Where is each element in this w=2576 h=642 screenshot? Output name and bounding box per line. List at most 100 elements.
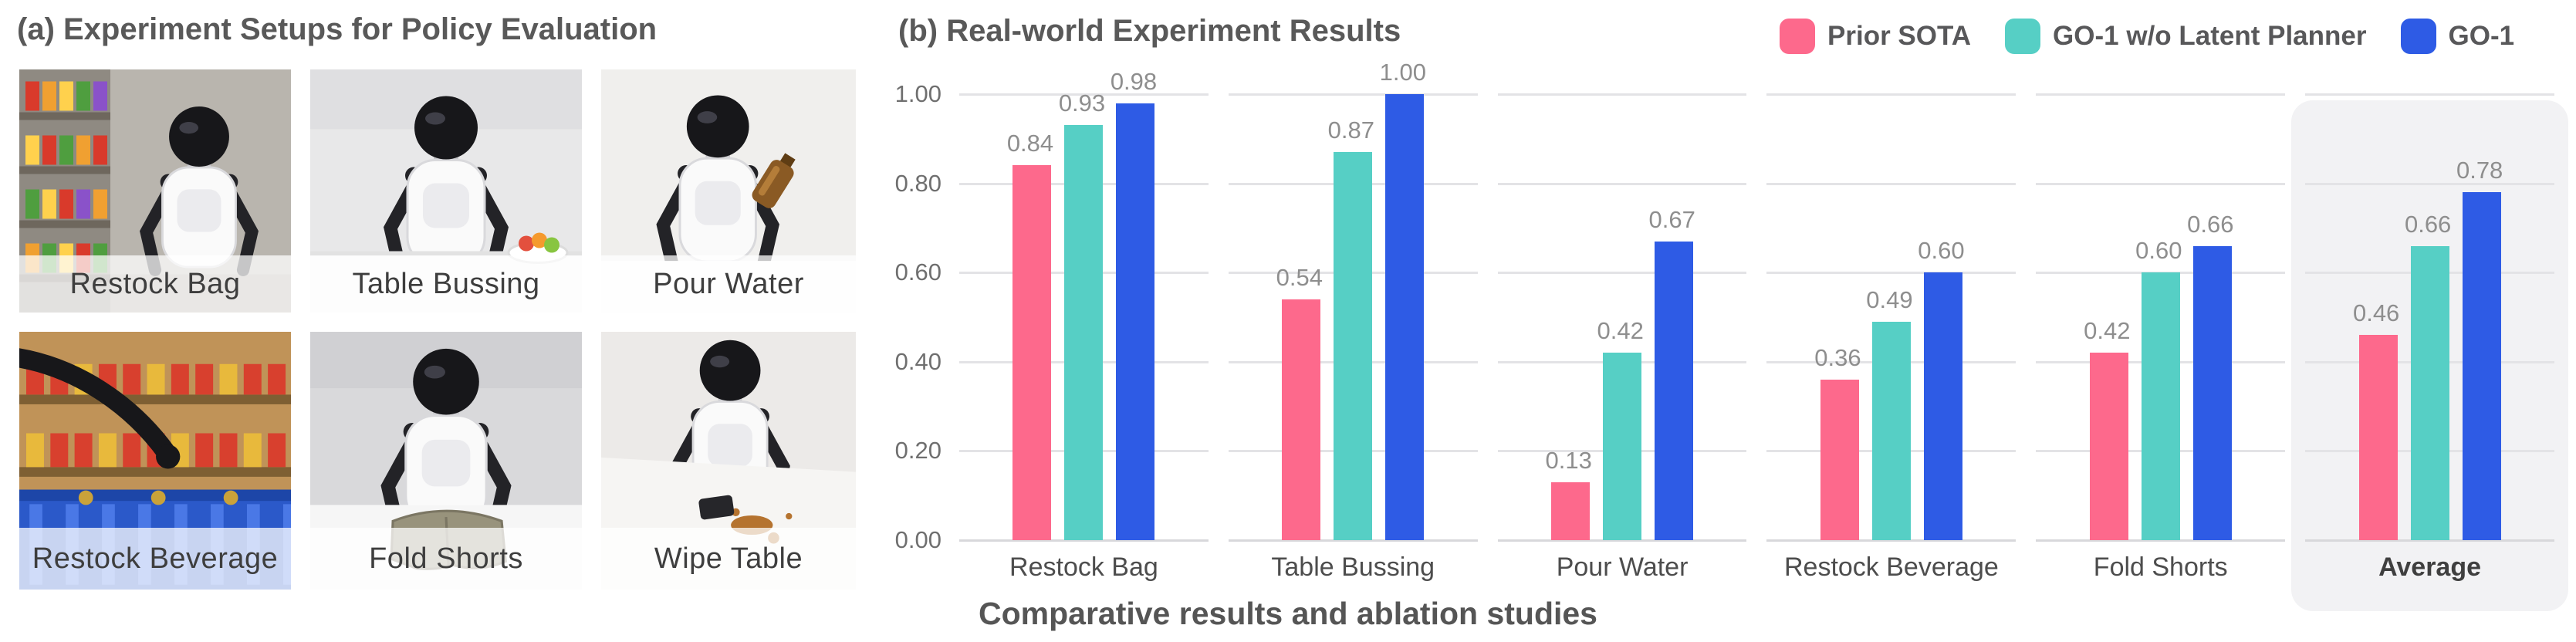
legend-label-go1: GO-1	[2448, 21, 2515, 51]
bar-go-1-w-o-latent-planner-restock-bag: 0.93	[1059, 90, 1105, 540]
legend-swatch-go1-wo-latent-planner	[2005, 19, 2041, 54]
bar-go-1-restock-bag: 0.98	[1111, 68, 1157, 540]
bar-value-label: 0.54	[1276, 263, 1323, 291]
gridline	[2305, 93, 2554, 96]
bar-prior-sota-fold-shorts: 0.42	[2084, 317, 2130, 540]
bar-prior-sota-table-bussing: 0.54	[1276, 264, 1323, 540]
gridline	[1766, 93, 2017, 96]
gridline	[1497, 182, 1747, 185]
bar-go-1-w-o-latent-planner-fold-shorts: 0.60	[2135, 237, 2182, 540]
photo-wipe-table: Wipe Table	[601, 332, 856, 590]
bar-prior-sota-average: 0.46	[2353, 299, 2399, 540]
y-tick-0.20: 0.20	[894, 437, 941, 465]
bar-go-1-pour-water: 0.67	[1648, 206, 1695, 540]
chart-panel-table-bussing: 0.54 0.87 1.00 Table Bussing	[1228, 59, 1478, 582]
photo-fold-shorts: Fold Shorts	[310, 332, 582, 590]
legend-label-go1-wo-latent-planner: GO-1 w/o Latent Planner	[2053, 21, 2367, 51]
figure-caption: Comparative results and ablation studies	[979, 596, 1597, 631]
gridline	[1766, 272, 2017, 275]
chart-plot-area: 0.84 0.93 0.98 Restock Bag 0.54 0.87 1.00 Table…	[959, 59, 2568, 611]
chart-panel-restock-bag: 0.84 0.93 0.98 Restock Bag	[959, 68, 1209, 582]
bar-value-label: 0.98	[1110, 67, 1158, 95]
bar-value-label: 0.60	[2135, 237, 2182, 265]
bar-prior-sota-pour-water: 0.13	[1545, 447, 1592, 540]
legend-label-prior-sota: Prior SOTA	[1827, 21, 1972, 51]
bar-value-label: 0.42	[1597, 317, 1644, 345]
axis-baseline	[2305, 539, 2554, 542]
bar-group-table-bussing: 0.54 0.87 1.00	[1229, 59, 1478, 540]
panel-a-title: (a) Experiment Setups for Policy Evaluat…	[17, 12, 658, 46]
bar-value-label: 0.46	[2352, 299, 2400, 327]
bar-value-label: 0.66	[2404, 210, 2452, 238]
photo-pour-water: Pour Water	[601, 69, 856, 313]
x-category-label-restock-beverage: Restock Beverage	[1783, 552, 1999, 582]
legend-swatch-prior-sota	[1780, 19, 1815, 54]
bar-group-pour-water: 0.13 0.42 0.67	[1498, 94, 1747, 540]
y-tick-1.00: 1.00	[894, 80, 941, 107]
bar-group-restock-bag: 0.84 0.93 0.98	[959, 68, 1209, 540]
chart-legend: Prior SOTA GO-1 w/o Latent Planner GO-1	[1780, 19, 2514, 54]
gridline	[2036, 182, 2286, 185]
x-category-label-table-bussing: Table Bussing	[1271, 552, 1435, 582]
bar-prior-sota-restock-beverage: 0.36	[1814, 344, 1861, 540]
gridline	[1497, 272, 1747, 275]
axis-baseline	[1497, 539, 1747, 542]
photo-table-bussing: Table Bussing	[310, 69, 582, 313]
y-tick-0.00: 0.00	[894, 526, 941, 553]
gridline	[1228, 93, 1478, 96]
bar-value-label: 0.36	[1814, 343, 1861, 371]
x-category-label-fold-shorts: Fold Shorts	[2093, 552, 2228, 582]
photo-label: Fold Shorts	[310, 528, 582, 590]
bar-group-fold-shorts: 0.42 0.60 0.66	[2036, 94, 2285, 540]
bar-value-label: 0.60	[1918, 237, 1965, 265]
bar-value-label: 0.49	[1866, 286, 1913, 313]
bar-value-label: 1.00	[1379, 59, 1426, 86]
chart-panel-restock-beverage: 0.36 0.49 0.60 Restock Beverage	[1766, 93, 2017, 582]
bar-go-1-average: 0.78	[2456, 157, 2503, 540]
chart-panel-fold-shorts: 0.42 0.60 0.66 Fold Shorts	[2036, 93, 2286, 582]
photo-label: Restock Bag	[19, 255, 291, 313]
axis-baseline	[959, 539, 1209, 542]
axis-baseline	[2036, 539, 2286, 542]
gridline	[2305, 182, 2554, 185]
photo-label: Wipe Table	[601, 528, 856, 590]
gridline	[1497, 93, 1747, 96]
y-tick-0.40: 0.40	[894, 347, 941, 375]
bar-value-label: 0.66	[2187, 210, 2234, 238]
bar-group-restock-beverage: 0.36 0.49 0.60	[1766, 94, 2016, 540]
photo-restock-bag: Restock Bag	[19, 69, 291, 313]
bar-go-1-table-bussing: 1.00	[1380, 59, 1426, 540]
bar-go-1-fold-shorts: 0.66	[2187, 211, 2233, 540]
gridline	[959, 93, 1209, 96]
panel-b-title: (b) Real-world Experiment Results	[898, 14, 1401, 48]
bar-go-1-w-o-latent-planner-pour-water: 0.42	[1597, 317, 1644, 540]
chart-panel-pour-water: 0.13 0.42 0.67 Pour Water	[1497, 93, 1747, 582]
bar-value-label: 0.42	[2084, 317, 2131, 345]
bar-value-label: 0.67	[1648, 205, 1695, 233]
photo-label: Table Bussing	[310, 255, 582, 313]
photo-label: Restock Beverage	[19, 528, 291, 590]
y-axis-ticks: 0.00 0.20 0.40 0.60 0.80 1.00	[787, 80, 941, 553]
bar-value-label: 0.78	[2456, 157, 2503, 184]
bar-prior-sota-restock-bag: 0.84	[1007, 130, 1053, 540]
bar-value-label: 0.84	[1006, 130, 1054, 157]
bar-group-average: 0.46 0.66 0.78	[2305, 94, 2554, 540]
photo-label: Pour Water	[601, 255, 856, 313]
photo-restock-beverage: Restock Beverage	[19, 332, 291, 590]
bar-go-1-w-o-latent-planner-restock-beverage: 0.49	[1866, 286, 1913, 540]
bar-go-1-w-o-latent-planner-average: 0.66	[2405, 211, 2451, 540]
bar-value-label: 0.13	[1545, 446, 1592, 474]
axis-baseline	[1228, 539, 1478, 542]
chart-panel-average: 0.46 0.66 0.78 Average	[2291, 93, 2568, 611]
bar-value-label: 0.93	[1058, 90, 1106, 117]
bar-value-label: 0.87	[1327, 117, 1374, 144]
x-category-label-average: Average	[2378, 552, 2482, 582]
x-category-label-pour-water: Pour Water	[1556, 552, 1689, 582]
legend-swatch-go1	[2400, 19, 2436, 54]
gridline	[1766, 182, 2017, 185]
gridline	[2036, 93, 2286, 96]
y-tick-0.60: 0.60	[894, 258, 941, 286]
axis-baseline	[1766, 539, 2017, 542]
bar-go-1-w-o-latent-planner-table-bussing: 0.87	[1328, 117, 1374, 540]
